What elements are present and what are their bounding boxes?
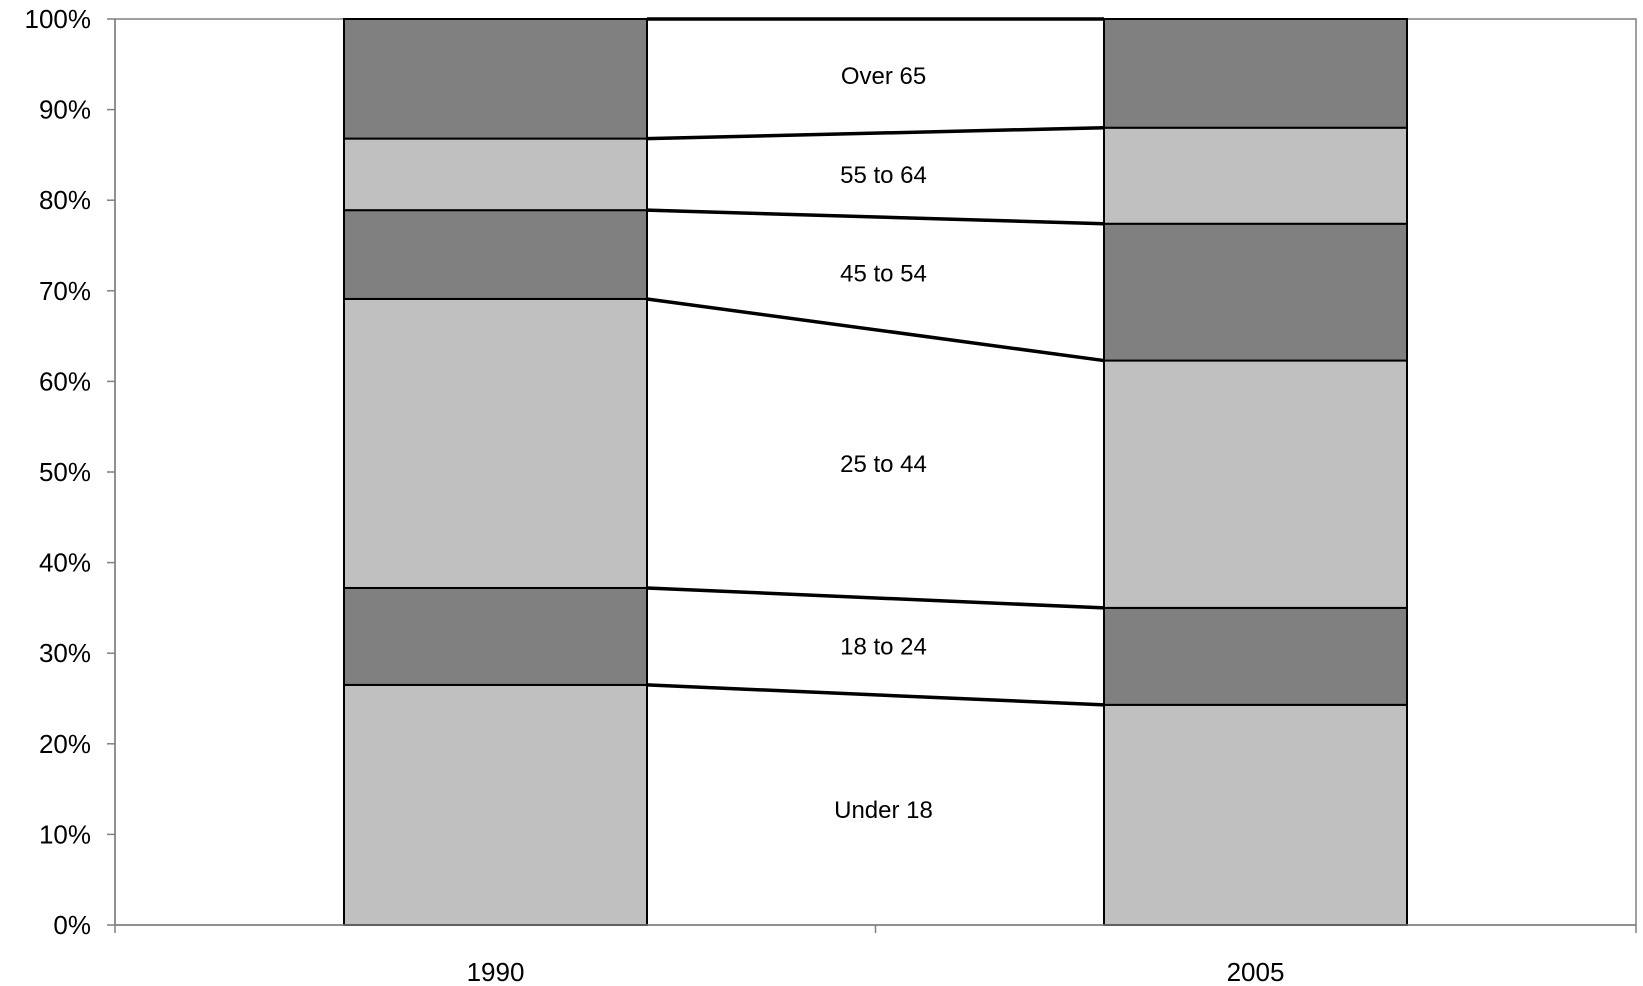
y-axis: 0% 10% 20% 30% 40% 50% 60% 70% 80% 90% 100% — [25, 4, 116, 940]
bar-segment-2005-45-to-54 — [1103, 222, 1408, 362]
x-tick-label: 1990 — [467, 957, 525, 986]
series-line-2 — [646, 586, 1105, 610]
series-label-under-18: Under 18 — [834, 797, 933, 824]
series-label-over-65: Over 65 — [841, 63, 926, 90]
bar-segment-1990-under-18 — [343, 683, 648, 926]
series-label-25-to-44: 25 to 44 — [840, 451, 927, 478]
y-tick-label: 100% — [25, 4, 92, 34]
x-axis: 1990 2005 — [114, 924, 1637, 986]
y-tick-label: 20% — [39, 729, 91, 759]
bar-segment-2005-25-to-44 — [1103, 359, 1408, 609]
x-tick-label: 2005 — [1227, 957, 1285, 986]
y-tick-label: 50% — [39, 457, 91, 487]
series-line-3 — [646, 297, 1105, 363]
y-tick-label: 0% — [53, 910, 91, 940]
bar-segment-1990-55-to-64 — [343, 137, 648, 212]
bar-segment-1990-over-65 — [343, 18, 648, 140]
series-lines-group — [646, 17, 1105, 707]
y-tick-label: 60% — [39, 366, 91, 396]
bar-segment-2005-under-18 — [1103, 703, 1408, 926]
series-line-5 — [646, 125, 1105, 141]
series-line-1 — [646, 683, 1105, 707]
bar-segment-1990-25-to-44 — [343, 297, 648, 589]
bar-segment-2005-55-to-64 — [1103, 126, 1408, 225]
bar-segment-2005-18-to-24 — [1103, 606, 1408, 706]
bar-segment-1990-18-to-24 — [343, 586, 648, 686]
y-tick-label: 30% — [39, 638, 91, 668]
bars-group — [343, 18, 1408, 926]
y-tick-label: 90% — [39, 95, 91, 125]
series-line-4 — [646, 208, 1105, 226]
bar-segment-2005-over-65 — [1103, 18, 1408, 129]
y-tick-label: 70% — [39, 276, 91, 306]
series-label-45-to-54: 45 to 54 — [840, 260, 927, 287]
series-labels-group: Under 18 18 to 24 25 to 44 45 to 54 55 to 64… — [834, 63, 933, 824]
y-tick-label: 40% — [39, 548, 91, 578]
series-label-18-to-24: 18 to 24 — [840, 633, 927, 660]
y-tick-label: 80% — [39, 185, 91, 215]
y-tick-label: 10% — [39, 819, 91, 849]
series-label-55-to-64: 55 to 64 — [840, 162, 927, 189]
bar-segment-1990-45-to-54 — [343, 209, 648, 300]
